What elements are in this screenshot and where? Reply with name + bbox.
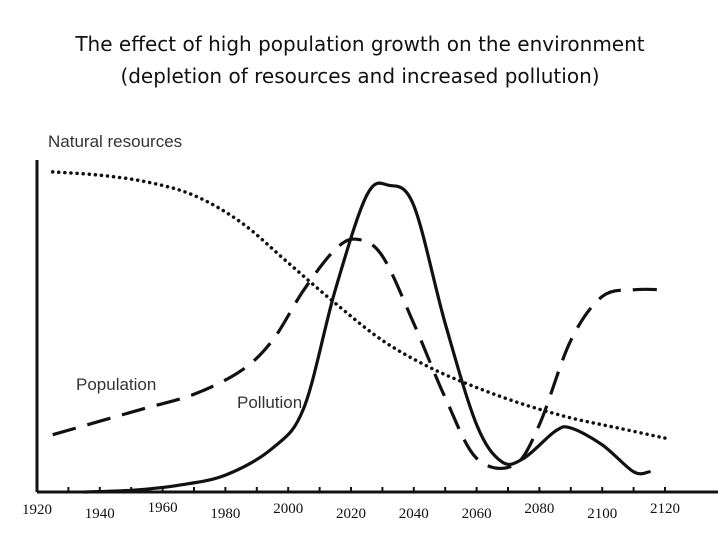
series-line-natural-resources [50,170,667,440]
x-tick-label: 1920 [22,502,52,518]
x-tick-labels: 1920 1940 1960 1980 2000 2020 2040 2060 2080 2100… [22,500,680,522]
series-line-pollution [82,181,651,494]
x-tick-label: 2060 [462,506,492,522]
series-label-pollution: Pollution [237,393,302,412]
x-tick-label: 2020 [336,506,366,522]
series-lines [50,170,667,494]
series-labels: Natural resources Population Pollution [48,132,302,412]
chart-axes [35,160,718,494]
x-tick-label: 2080 [524,501,554,517]
chart-title-line-1: The effect of high population growth on … [75,32,645,56]
x-tick-label: 2000 [273,501,303,517]
x-tick-label: 2100 [587,506,617,522]
chart-title-line-2: (depletion of resources and increased po… [120,64,600,88]
x-tick-label: 1940 [85,506,115,522]
x-tick-label: 1960 [148,500,178,516]
series-label-population: Population [76,375,156,394]
chart-title: The effect of high population growth on … [0,28,720,92]
series-line-population [52,237,666,470]
x-tick-label: 1980 [210,506,240,522]
x-tick-label: 2040 [399,506,429,522]
series-label-natural-resources: Natural resources [48,132,182,151]
x-tick-label: 2120 [650,501,680,517]
